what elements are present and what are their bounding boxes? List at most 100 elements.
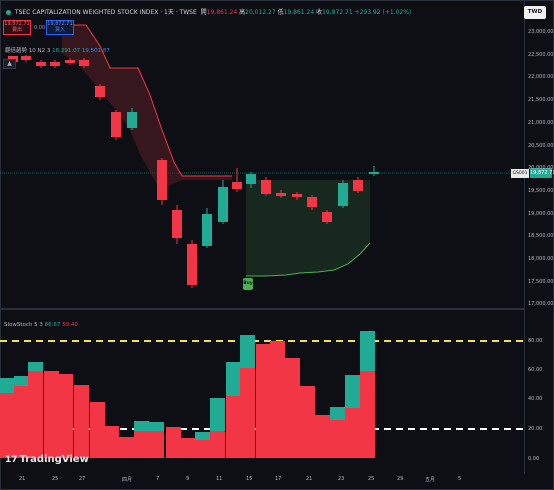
tradingview-logo[interactable]: 17 TradingView xyxy=(5,454,89,465)
candle xyxy=(65,60,75,63)
symbol-title[interactable]: TSEC CAPITALIZATION WEIGHTED STOCK INDEX… xyxy=(14,9,197,16)
candle xyxy=(157,160,167,200)
stoch-d-bar xyxy=(28,371,43,458)
buy-signal-tag: Buy xyxy=(243,278,253,290)
time-axis-label: 25 xyxy=(368,476,375,482)
stoch-axis-label: 0.00 xyxy=(528,456,540,462)
price-axis-label: 18,000.00 xyxy=(528,256,554,262)
stoch-axis-label: 20.00 xyxy=(528,426,543,432)
candle xyxy=(338,183,348,206)
last-price-tag: 19,872.71 xyxy=(530,168,554,178)
candle xyxy=(172,210,182,238)
stoch-k-bar xyxy=(149,422,164,431)
stoch-d-bar xyxy=(134,431,149,458)
stoch-k-bar xyxy=(14,376,29,386)
collapse-legend-button[interactable]: ▲ xyxy=(3,59,16,69)
stoch-d-bar xyxy=(166,427,181,458)
stoch-d-bar xyxy=(14,386,29,458)
stoch-d-bar xyxy=(210,431,225,458)
stoch-bars xyxy=(0,331,375,458)
candle xyxy=(369,172,379,174)
candle xyxy=(218,187,228,222)
stoch-k-bar xyxy=(28,362,43,371)
pane-separator[interactable] xyxy=(0,308,524,310)
chart-title: TSEC CAPITALIZATION WEIGHTED STOCK INDEX… xyxy=(6,7,411,16)
stoch-d-bar xyxy=(44,371,59,458)
ohlc-values: 開19,861.24 高20,012.27 低19,861.24 收19,872… xyxy=(200,9,412,16)
time-axis-label: 21 xyxy=(19,476,26,482)
price-axis-label: 21,500.00 xyxy=(528,97,554,104)
time-axis-label: 15 xyxy=(246,476,253,482)
time-axis-label: 23 xyxy=(338,476,345,482)
stoch-d-bar xyxy=(226,396,241,458)
candle xyxy=(95,86,105,97)
stoch-k-bar xyxy=(0,378,15,393)
stoch-legend[interactable]: SlowStoch 5 3 86.67 59.40 xyxy=(4,322,78,328)
stoch-k-bar xyxy=(345,375,360,408)
candle xyxy=(79,60,89,66)
time-axis-label: 25 xyxy=(52,476,59,482)
candle xyxy=(187,244,197,285)
stoch-d-bar xyxy=(0,393,15,458)
stoch-k-bar xyxy=(330,407,345,420)
candle xyxy=(36,62,46,66)
candle xyxy=(307,197,317,207)
sell-button[interactable]: 19,872.71 賣出 xyxy=(3,20,31,35)
stoch-d-bar xyxy=(74,385,89,458)
candle xyxy=(353,180,363,191)
candle xyxy=(232,182,242,189)
stoch-k-bar xyxy=(210,398,225,431)
stoch-d-bar xyxy=(90,402,105,458)
buy-button[interactable]: 19,872.71 買入 xyxy=(46,20,74,35)
time-axis-label: 9 xyxy=(186,476,190,482)
tradingview-logo-icon: 17 xyxy=(5,455,18,465)
price-axis-label: 21,000.00 xyxy=(528,119,554,126)
time-axis-label: 29 xyxy=(397,476,404,482)
price-axis-label: 18,500.00 xyxy=(528,233,554,240)
price-axis-label: 19,500.00 xyxy=(528,187,554,194)
time-axis-label: 11 xyxy=(216,476,223,482)
stoch-axis-label: 60.00 xyxy=(528,367,543,373)
uptrend-line xyxy=(246,242,371,277)
price-axis-label: 22,000.00 xyxy=(528,74,554,81)
time-axis-label: 四月 xyxy=(122,477,133,483)
stoch-d-bar xyxy=(360,371,375,458)
currency-button[interactable]: TWD xyxy=(524,6,546,19)
stoch-d-bar xyxy=(315,415,330,458)
stoch-d-bar xyxy=(181,438,196,458)
time-axis-label: 5 xyxy=(458,476,462,482)
stoch-axis-label: 80.00 xyxy=(528,338,543,344)
candle xyxy=(21,56,31,60)
time-axis-label: 17 xyxy=(275,476,282,482)
price-axis-label: 20,000.00 xyxy=(528,165,554,172)
candle xyxy=(127,112,137,128)
stoch-d-bar xyxy=(119,437,134,458)
indicator-legend[interactable]: 翻倍趨勢 10 N2 3 18,291.07 19,501.87 xyxy=(5,48,110,54)
stoch-d-bar xyxy=(149,431,164,458)
downtrend-line xyxy=(62,24,232,177)
candle xyxy=(202,214,212,246)
stoch-d-bar xyxy=(195,440,210,458)
time-axis-label: 27 xyxy=(79,476,86,482)
candle xyxy=(292,194,302,197)
stoch-d-bar xyxy=(345,408,360,458)
stoch-k-bar xyxy=(134,421,149,431)
stoch-d-bar xyxy=(104,426,119,458)
stoch-d-bar xyxy=(58,374,73,458)
stoch-d-bar xyxy=(256,344,271,458)
market-status-icon xyxy=(6,10,11,15)
price-axis-label: 17,000.00 xyxy=(528,301,554,308)
price-axis-label: 22,500.00 xyxy=(528,51,554,58)
candle xyxy=(246,174,256,184)
candle xyxy=(322,212,332,222)
price-axis-label: 20,500.00 xyxy=(528,142,554,149)
symbol-price-tag: GS001 xyxy=(511,169,529,178)
stoch-k-bar xyxy=(240,335,255,368)
downtrend-band xyxy=(62,25,232,190)
candle xyxy=(111,112,121,137)
time-axis-label: 五月 xyxy=(425,477,436,483)
price-axis-label: 23,000.00 xyxy=(528,29,554,35)
stoch-k-bar xyxy=(226,362,241,396)
stoch-d-bar xyxy=(285,358,300,458)
